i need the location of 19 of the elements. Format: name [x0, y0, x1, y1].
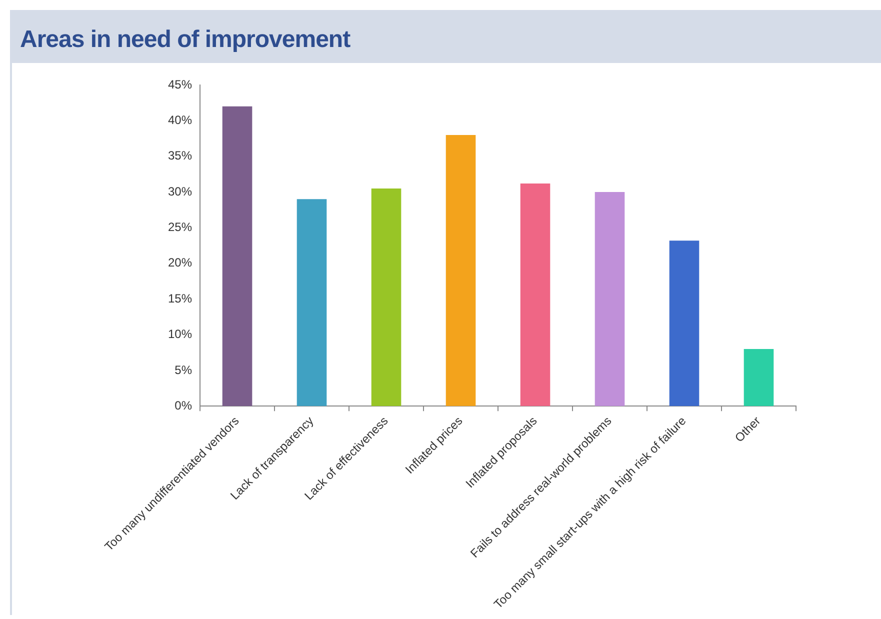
y-tick-label: 5%	[174, 362, 192, 377]
y-tick-label: 25%	[168, 220, 192, 234]
bar	[744, 349, 774, 406]
bar	[594, 192, 625, 406]
bar	[371, 188, 402, 406]
y-tick-label: 40%	[168, 112, 192, 127]
bar	[222, 106, 252, 406]
bar	[296, 199, 327, 406]
bar	[446, 134, 476, 406]
chart-title: Areas in need of improvement	[12, 10, 881, 63]
y-tick-label: 35%	[168, 148, 192, 163]
y-tick-label: 30%	[168, 184, 192, 198]
y-tick-label: 15%	[168, 291, 192, 306]
y-tick-label: 0%	[174, 398, 192, 412]
bar	[669, 240, 700, 406]
y-tick-label: 20%	[168, 256, 192, 270]
y-tick-label: 45%	[168, 77, 192, 92]
bar	[520, 183, 550, 406]
y-tick-label: 10%	[168, 327, 192, 342]
